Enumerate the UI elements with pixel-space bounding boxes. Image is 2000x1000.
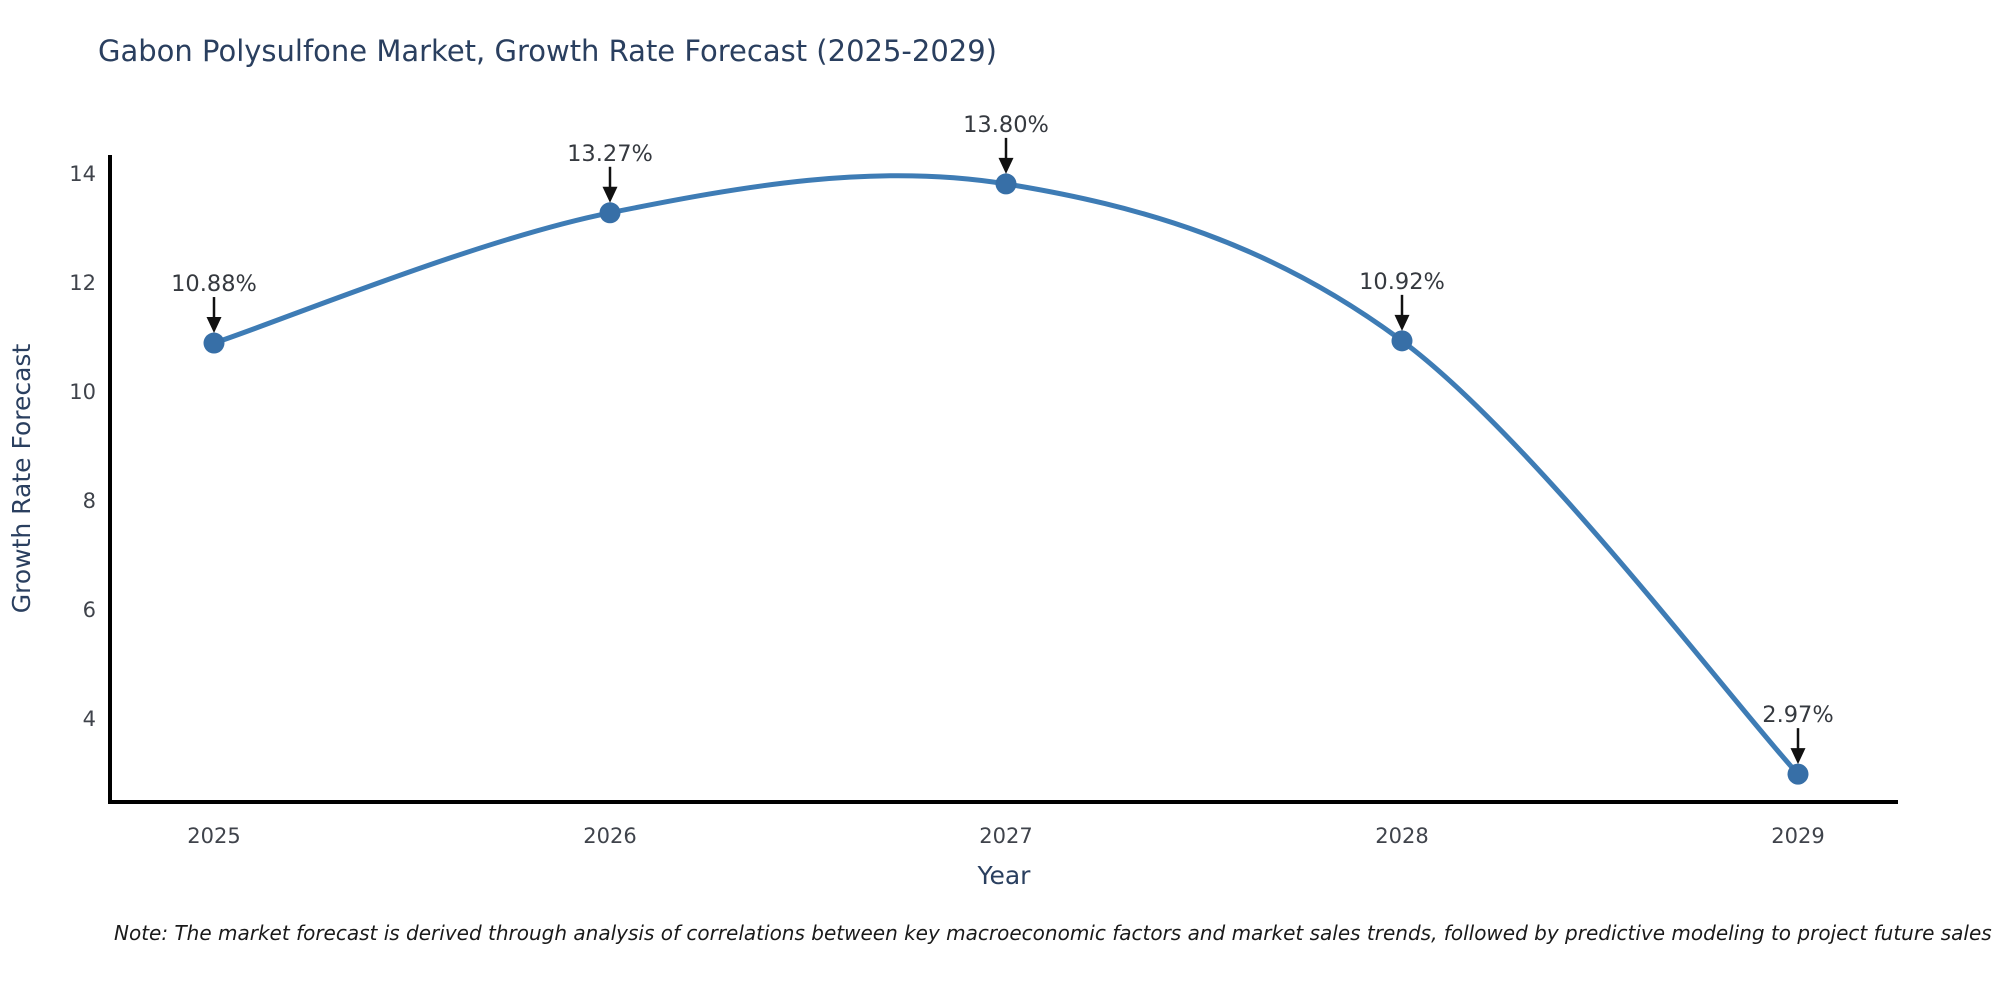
y-tick-label: 6 bbox=[83, 598, 96, 622]
annotation-arrowhead bbox=[206, 317, 222, 334]
footnote: Note: The market forecast is derived thr… bbox=[114, 921, 1992, 945]
x-tick-label: 2026 bbox=[583, 824, 636, 848]
annotation-arrowhead bbox=[1394, 314, 1410, 331]
y-axis-title: Growth Rate Forecast bbox=[7, 344, 36, 614]
x-tick-label: 2028 bbox=[1375, 824, 1428, 848]
data-point-marker-2029 bbox=[1787, 763, 1809, 785]
y-tick-label: 10 bbox=[69, 380, 96, 404]
data-point-marker-2026 bbox=[599, 202, 621, 224]
annotation-arrowhead bbox=[1790, 748, 1806, 765]
data-point-marker-2025 bbox=[203, 332, 225, 354]
annotation-arrowhead bbox=[602, 186, 618, 203]
annotation-label: 13.80% bbox=[963, 112, 1049, 138]
series-line bbox=[211, 173, 1801, 777]
y-tick-label: 8 bbox=[83, 489, 96, 513]
annotation-label: 2.97% bbox=[1762, 702, 1833, 728]
annotation-label: 10.88% bbox=[171, 271, 257, 297]
annotation-arrowhead bbox=[998, 157, 1014, 174]
annotation-label: 13.27% bbox=[567, 141, 653, 167]
x-axis-title: Year bbox=[977, 861, 1032, 890]
x-tick-label: 2029 bbox=[1771, 824, 1824, 848]
annotation-label: 10.92% bbox=[1359, 269, 1445, 295]
x-tick-label: 2025 bbox=[187, 824, 240, 848]
y-tick-label: 4 bbox=[83, 707, 96, 731]
chart-title: Gabon Polysulfone Market, Growth Rate Fo… bbox=[98, 34, 997, 68]
y-tick-label: 14 bbox=[69, 162, 96, 186]
x-tick-label: 2027 bbox=[979, 824, 1032, 848]
data-point-marker-2027 bbox=[995, 173, 1017, 195]
y-tick-label: 12 bbox=[69, 271, 96, 295]
data-point-marker-2028 bbox=[1391, 330, 1413, 352]
